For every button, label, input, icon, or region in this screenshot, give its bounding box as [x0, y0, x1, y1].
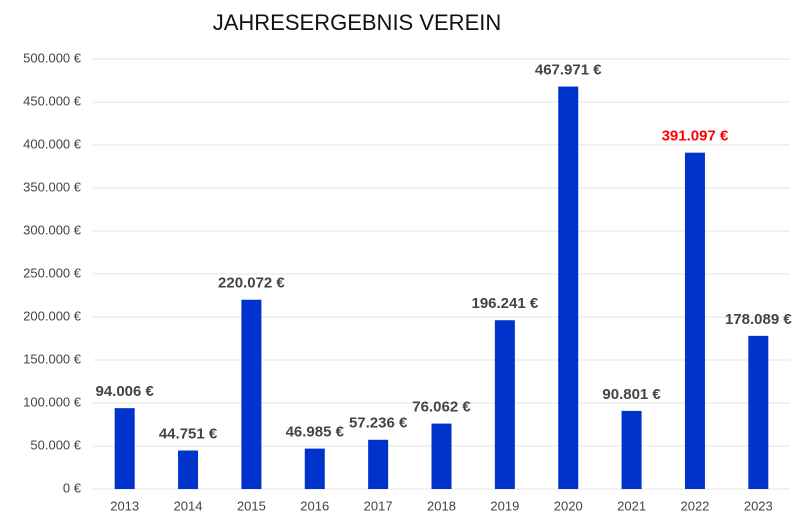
value-label: 57.236 € — [349, 415, 408, 432]
x-tick-label: 2018 — [427, 498, 456, 513]
value-label: 196.241 € — [471, 295, 538, 312]
bar — [494, 320, 515, 489]
bar — [621, 410, 642, 489]
y-tick-label: 350.000 € — [23, 179, 82, 194]
x-tick-label: 2013 — [110, 498, 139, 513]
value-label: 178.089 € — [725, 311, 792, 328]
y-tick-label: 100.000 € — [23, 394, 82, 409]
value-label: 391.097 € — [662, 128, 729, 145]
bar — [241, 299, 262, 489]
value-label: 94.006 € — [95, 383, 154, 400]
y-tick-label: 500.000 € — [23, 50, 82, 65]
x-tick-label: 2014 — [174, 498, 203, 513]
bar — [368, 439, 389, 489]
y-tick-label: 200.000 € — [23, 308, 82, 323]
y-tick-label: 450.000 € — [23, 93, 82, 108]
x-tick-label: 2019 — [490, 498, 519, 513]
y-tick-label: 50.000 € — [30, 437, 81, 452]
bar — [431, 423, 452, 489]
x-tick-label: 2020 — [554, 498, 583, 513]
bar — [178, 450, 199, 489]
x-tick-label: 2016 — [300, 498, 329, 513]
value-label: 44.751 € — [159, 425, 218, 442]
y-tick-label: 250.000 € — [23, 265, 82, 280]
chart-title: JAHRESERGEBNIS VEREIN — [213, 10, 502, 35]
x-tick-label: 2022 — [680, 498, 709, 513]
value-label: 90.801 € — [602, 386, 661, 403]
value-label: 76.062 € — [412, 399, 471, 416]
x-tick-label: 2023 — [744, 498, 773, 513]
bar — [748, 335, 769, 489]
x-tick-label: 2015 — [237, 498, 266, 513]
y-tick-label: 150.000 € — [23, 351, 82, 366]
value-label: 46.985 € — [286, 424, 345, 441]
y-tick-label: 400.000 € — [23, 136, 82, 151]
y-tick-label: 0 € — [63, 480, 82, 495]
x-tick-label: 2021 — [617, 498, 646, 513]
bar — [114, 408, 135, 489]
bar — [304, 448, 325, 489]
value-label: 467.971 € — [535, 62, 602, 79]
y-tick-label: 300.000 € — [23, 222, 82, 237]
x-tick-label: 2017 — [364, 498, 393, 513]
bar — [558, 86, 579, 490]
value-label: 220.072 € — [218, 275, 285, 292]
bar — [684, 152, 705, 489]
